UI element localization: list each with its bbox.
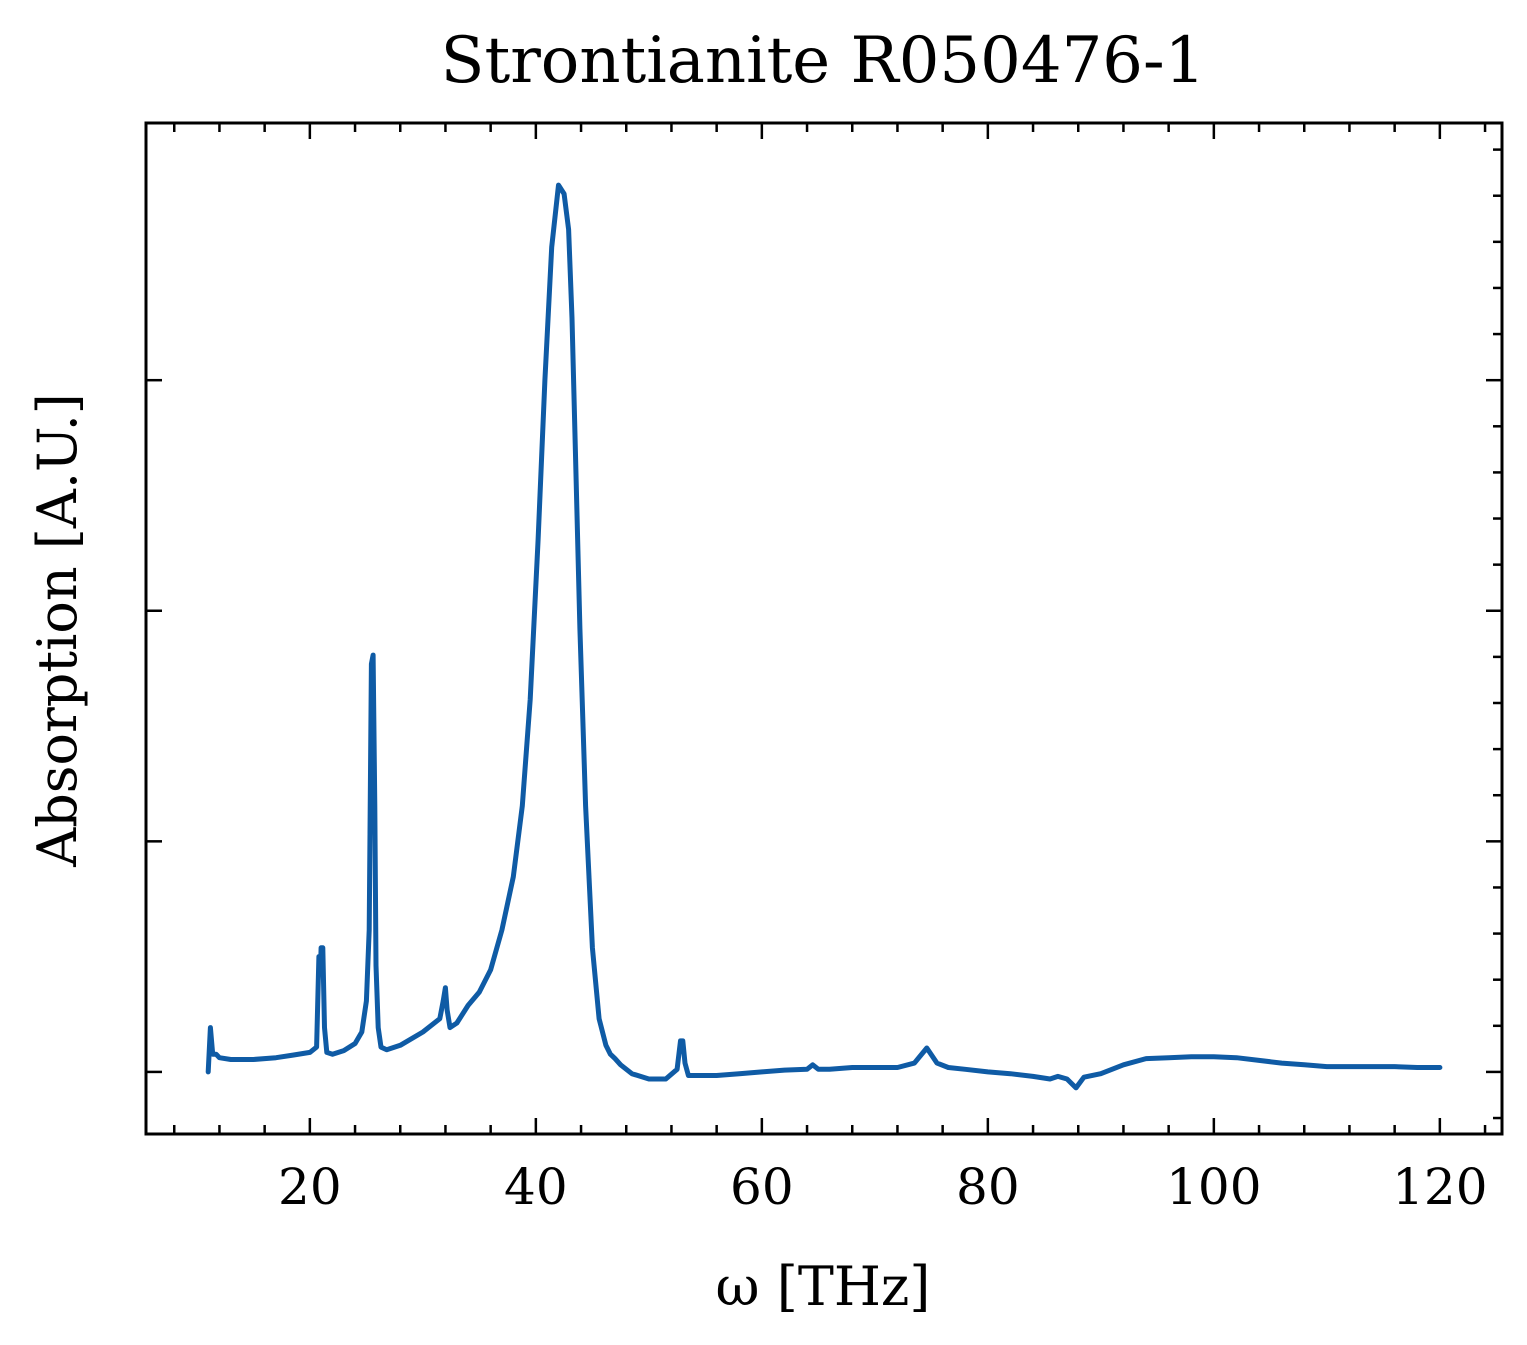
x-tick-label: 120 [1392,1158,1487,1216]
y-axis-label: Absorption [A.U.] [26,393,89,868]
x-tick-label: 60 [730,1158,794,1216]
x-tick-label: 80 [956,1158,1020,1216]
chart-title: Strontianite R050476-1 [441,24,1206,98]
axis-ticks [146,123,1502,1134]
x-axis-label: ω [THz] [716,1255,931,1318]
x-tick-label: 20 [278,1158,342,1216]
absorption-series-line [205,182,1443,1091]
x-tick-label: 40 [504,1158,568,1216]
plot-frame [144,121,1504,1136]
x-tick-label: 100 [1166,1158,1261,1216]
x-tick-labels: 20 40 60 80 100 120 [278,1158,1488,1216]
